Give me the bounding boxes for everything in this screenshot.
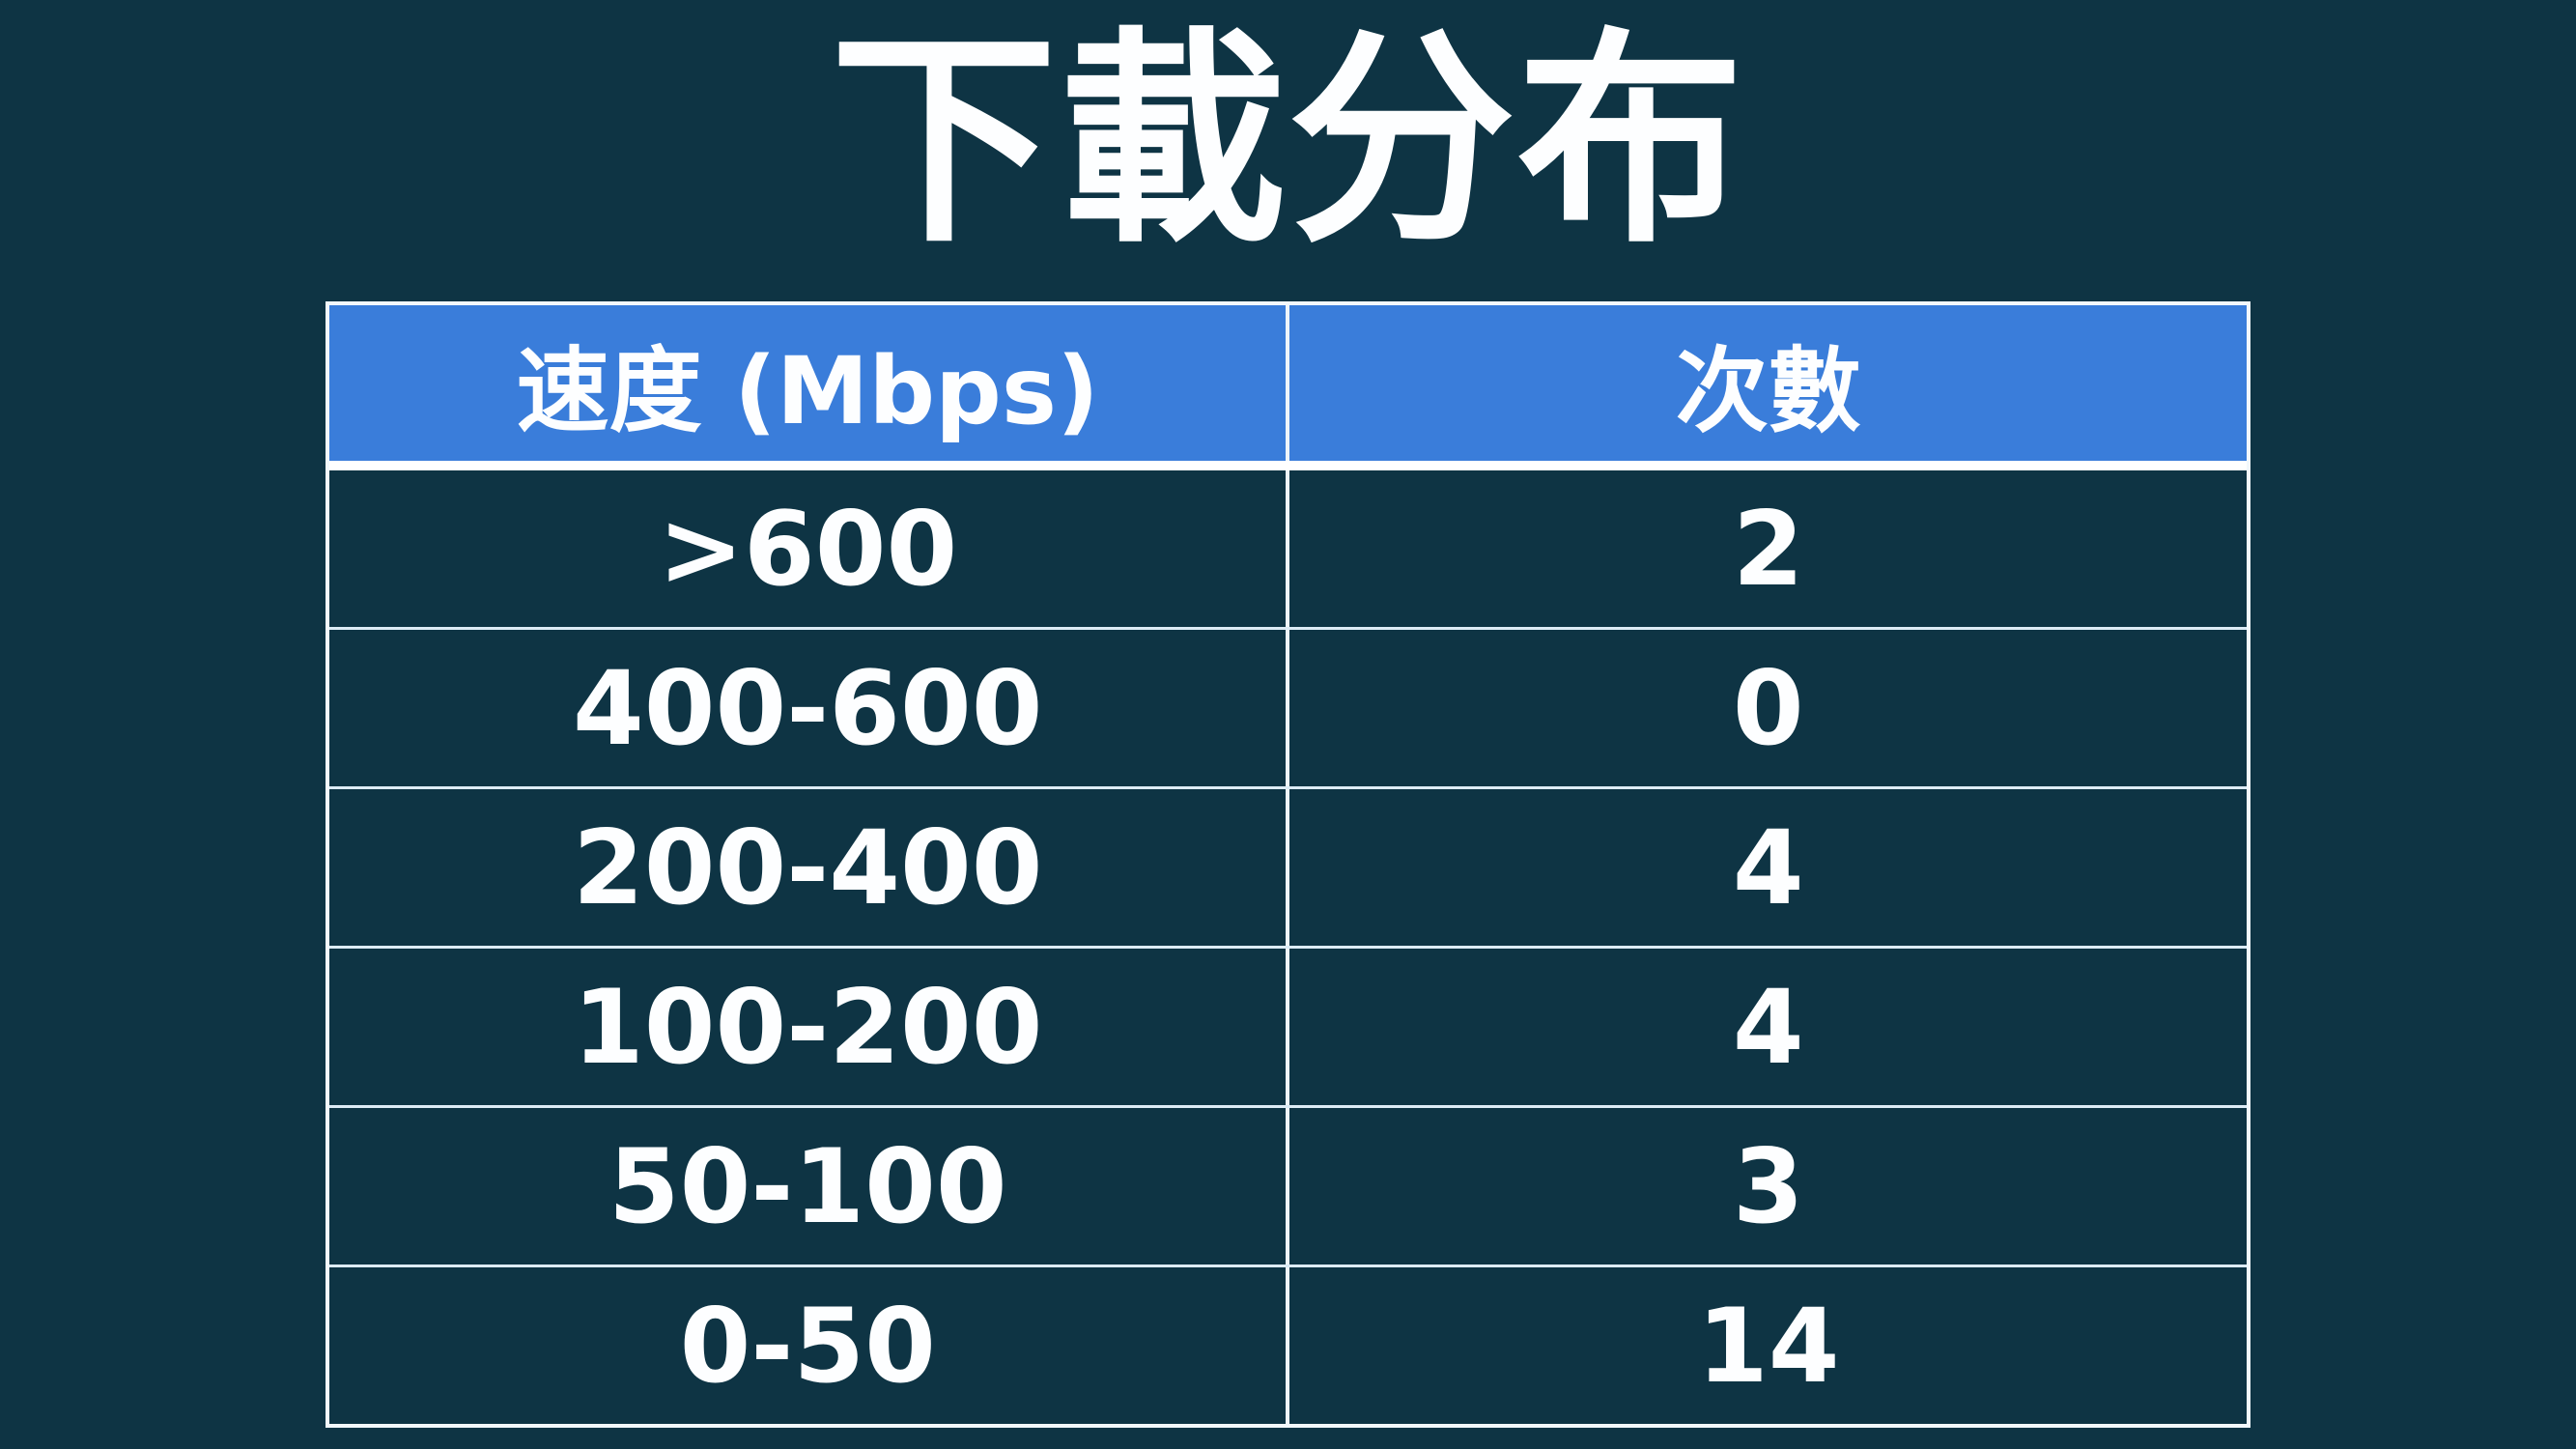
count-cell: 14 [1696, 1286, 1840, 1406]
count-cell: 4 [1732, 967, 1804, 1087]
count-cell: 2 [1732, 489, 1804, 609]
count-cell: 0 [1732, 648, 1804, 768]
speed-cell: 200-400 [329, 789, 1290, 946]
speed-cell: >600 [329, 470, 1290, 627]
column-header-count: 次數 [1675, 337, 1861, 445]
table-row: 0-50 14 [329, 1267, 2247, 1424]
table-row: 100-200 4 [329, 949, 2247, 1108]
table-row: 50-100 3 [329, 1108, 2247, 1267]
page-title: 下載分布 [830, 10, 1746, 273]
speed-cell: 100-200 [329, 949, 1290, 1105]
table-row: 400-600 0 [329, 630, 2247, 789]
table-row: >600 2 [329, 470, 2247, 630]
count-cell: 4 [1732, 808, 1804, 927]
count-cell: 3 [1732, 1126, 1804, 1246]
speed-cell: 50-100 [329, 1108, 1290, 1264]
column-header-speed: 速度 (Mbps) [329, 305, 1290, 461]
speed-cell: 400-600 [329, 630, 1290, 786]
speed-cell: 0-50 [329, 1267, 1290, 1424]
table-row: 200-400 4 [329, 789, 2247, 949]
table-header-row: 速度 (Mbps) 次數 [329, 305, 2247, 470]
download-distribution-table: 速度 (Mbps) 次數 >600 2 400-600 0 200-400 4 … [326, 301, 2250, 1428]
